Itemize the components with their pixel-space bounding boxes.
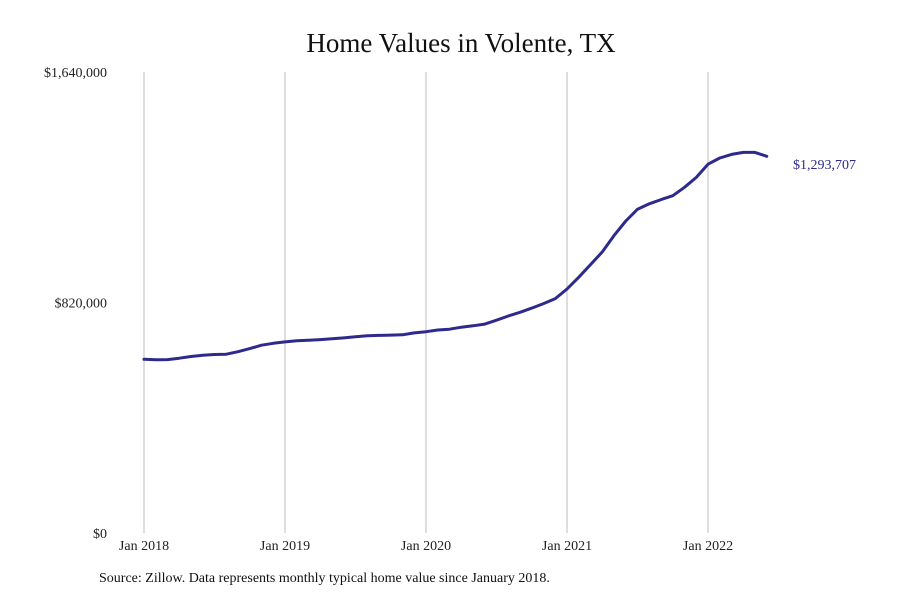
x-tick-label: Jan 2021 (542, 539, 592, 554)
y-tick-label: $0 (93, 527, 107, 542)
y-tick-label: $1,640,000 (44, 66, 107, 81)
chart-title: Home Values in Volente, TX (306, 28, 616, 58)
last-value-label: $1,293,707 (793, 158, 856, 173)
x-tick-label: Jan 2022 (683, 539, 733, 554)
y-tick-label: $820,000 (55, 297, 108, 312)
x-tick-label: Jan 2018 (119, 539, 169, 554)
x-tick-label: Jan 2019 (260, 539, 310, 554)
y-axis: $0 $820,000 $1,640,000 (44, 66, 107, 542)
x-axis: Jan 2018 Jan 2019 Jan 2020 Jan 2021 Jan 2022 (119, 539, 733, 554)
x-tick-label: Jan 2020 (401, 539, 451, 554)
gridlines (143, 72, 709, 533)
source-note: Source: Zillow. Data represents monthly … (99, 571, 550, 586)
series-layer (142, 150, 769, 362)
series-line (142, 150, 769, 362)
